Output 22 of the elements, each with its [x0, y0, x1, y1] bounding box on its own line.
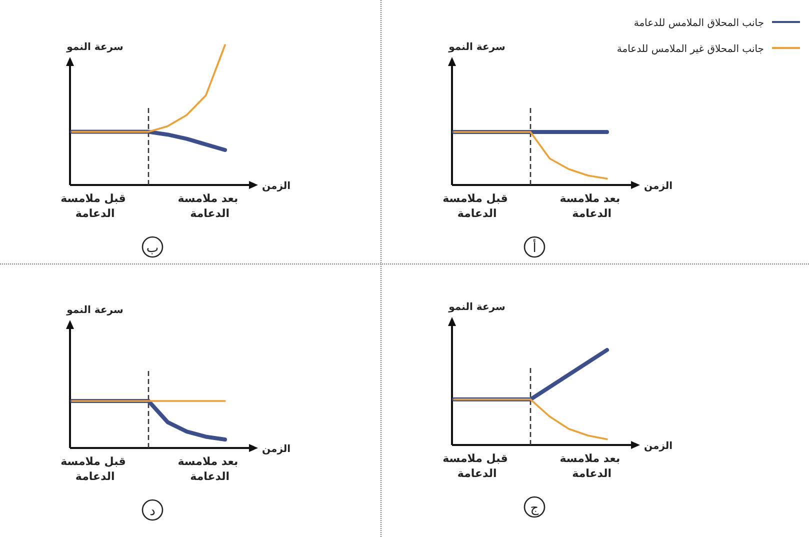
- y-axis-title: سرعة النمو: [66, 42, 124, 53]
- x-tick-label: قبل ملامسة الدعامة: [442, 192, 508, 220]
- text: ب: [146, 241, 159, 256]
- x-axis-title: الزمن: [644, 181, 673, 192]
- x-tick-label: بعد ملامسة الدعامة: [560, 192, 620, 220]
- y-axis-title: سرعة النمو: [448, 302, 506, 313]
- legend-label: جانب المحلاق الملامس للدعامة: [634, 18, 764, 29]
- text: ج: [530, 501, 540, 516]
- y-axis-title: سرعة النمو: [448, 42, 506, 53]
- x-tick-label: قبل ملامسة الدعامة: [60, 192, 126, 220]
- x-axis-title: الزمن: [262, 181, 291, 192]
- legend-label: جانب المحلاق غير الملامس للدعامة: [616, 44, 764, 55]
- text: أ: [532, 239, 536, 256]
- x-tick-label: بعد ملامسة الدعامة: [560, 452, 620, 480]
- x-axis-title: الزمن: [262, 444, 291, 455]
- x-tick-label: قبل ملامسة الدعامة: [60, 455, 126, 483]
- x-axis-title: الزمن: [644, 441, 673, 452]
- x-tick-label: بعد ملامسة الدعامة: [178, 455, 238, 483]
- x-tick-label: قبل ملامسة الدعامة: [442, 452, 508, 480]
- y-axis-title: سرعة النمو: [66, 305, 124, 316]
- x-tick-label: بعد ملامسة الدعامة: [178, 192, 238, 220]
- text: د: [150, 504, 156, 519]
